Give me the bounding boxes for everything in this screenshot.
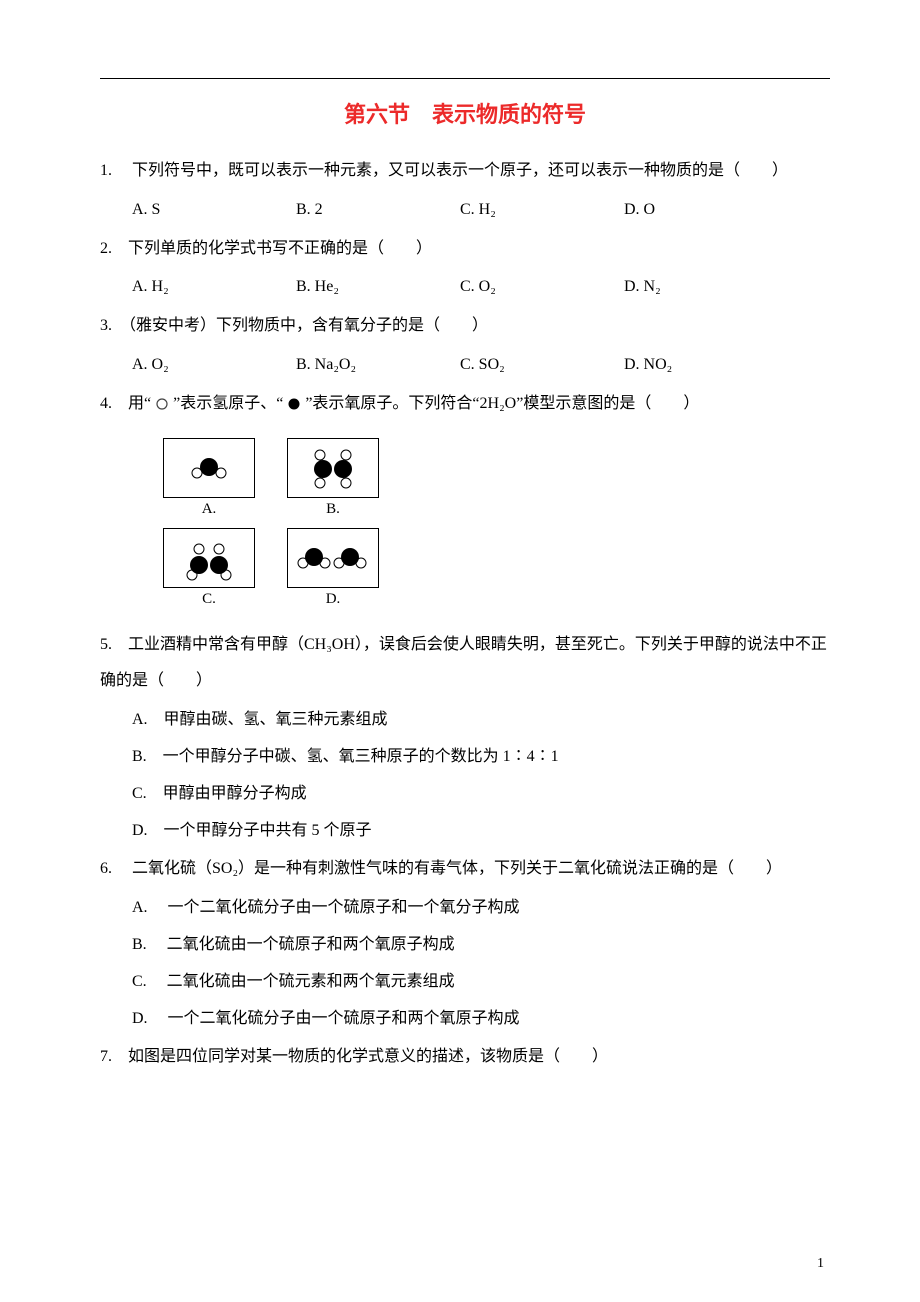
q4-model-c — [163, 528, 255, 588]
q5-option-a: A. 甲醇由碳、氢、氧三种元素组成 — [100, 702, 830, 739]
q3-option-c: C. SO₂ — [460, 347, 620, 384]
q6-option-d: D. 一个二氧化硫分子由一个硫原子和两个氧原子构成 — [100, 1001, 830, 1038]
q4-model-a — [163, 438, 255, 498]
q4-stem: 4. 用“ ”表示氢原子、“ ”表示氧原子。下列符合“2H₂O”模型示意图的是（… — [100, 386, 830, 423]
q4-cap-a: A. — [163, 501, 255, 518]
q4-model-d — [287, 528, 379, 588]
q4-prefix: 4. 用“ — [100, 395, 151, 412]
q5-option-c: C. 甲醇由甲醇分子构成 — [100, 776, 830, 813]
section-title: 第六节 表示物质的符号 — [100, 97, 830, 129]
q6-stem: 6. 二氧化硫（SO₂）是一种有刺激性气味的有毒气体，下列关于二氧化硫说法正确的… — [100, 851, 830, 888]
q1-options: A. S B. 2 C. H₂ D. O — [100, 192, 830, 229]
q2-option-b: B. He₂ — [296, 269, 456, 306]
q5-stem: 5. 工业酒精中常含有甲醇（CH₃OH），误食后会使人眼睛失明，甚至死亡。下列关… — [100, 627, 830, 701]
q4-suffix: ”表示氧原子。下列符合“2H₂O”模型示意图的是（ ） — [305, 395, 699, 412]
q2-option-d: D. N₂ — [624, 269, 784, 306]
q2-option-a: A. H₂ — [132, 269, 292, 306]
q5-option-d: D. 一个甲醇分子中共有 5 个原子 — [100, 813, 830, 850]
oxygen-atom-icon — [287, 397, 301, 411]
page-number: 1 — [817, 1256, 824, 1272]
q6-option-a: A. 一个二氧化硫分子由一个硫原子和一个氧分子构成 — [100, 890, 830, 927]
q1-stem: 1. 下列符号中，既可以表示一种元素，又可以表示一个原子，还可以表示一种物质的是… — [100, 153, 830, 190]
q4-cap-b: B. — [287, 501, 379, 518]
q6-options: A. 一个二氧化硫分子由一个硫原子和一个氧分子构成 B. 二氧化硫由一个硫原子和… — [100, 890, 830, 1037]
q2-stem: 2. 下列单质的化学式书写不正确的是（ ） — [100, 231, 830, 268]
q4-model-b — [287, 438, 379, 498]
q1-option-b: B. 2 — [296, 192, 456, 229]
q3-option-b: B. Na₂O₂ — [296, 347, 456, 384]
q4-cap-d: D. — [287, 591, 379, 608]
q7-stem: 7. 如图是四位同学对某一物质的化学式意义的描述，该物质是（ ） — [100, 1039, 830, 1076]
q2-option-c: C. O₂ — [460, 269, 620, 306]
q6-option-c: C. 二氧化硫由一个硫元素和两个氧元素组成 — [100, 964, 830, 1001]
q4-model-grid: A. B. — [100, 429, 830, 617]
q3-stem: 3. （雅安中考）下列物质中，含有氧分子的是（ ） — [100, 308, 830, 345]
q5-options: A. 甲醇由碳、氢、氧三种元素组成 B. 一个甲醇分子中碳、氢、氧三种原子的个数… — [100, 702, 830, 849]
q1-option-d: D. O — [624, 192, 784, 229]
q4-mid: ”表示氢原子、“ — [173, 395, 283, 412]
q3-options: A. O₂ B. Na₂O₂ C. SO₂ D. NO₂ — [100, 347, 830, 384]
q3-option-a: A. O₂ — [132, 347, 292, 384]
q3-option-d: D. NO₂ — [624, 347, 784, 384]
q6-option-b: B. 二氧化硫由一个硫原子和两个氧原子构成 — [100, 927, 830, 964]
q4-cap-c: C. — [163, 591, 255, 608]
page: 第六节 表示物质的符号 1. 下列符号中，既可以表示一种元素，又可以表示一个原子… — [0, 0, 920, 1302]
q2-options: A. H₂ B. He₂ C. O₂ D. N₂ — [100, 269, 830, 306]
hydrogen-atom-icon — [155, 397, 169, 411]
q1-option-c: C. H₂ — [460, 192, 620, 229]
q1-option-a: A. S — [132, 192, 292, 229]
top-rule — [100, 78, 830, 79]
q5-option-b: B. 一个甲醇分子中碳、氢、氧三种原子的个数比为 1∶4∶1 — [100, 739, 830, 776]
